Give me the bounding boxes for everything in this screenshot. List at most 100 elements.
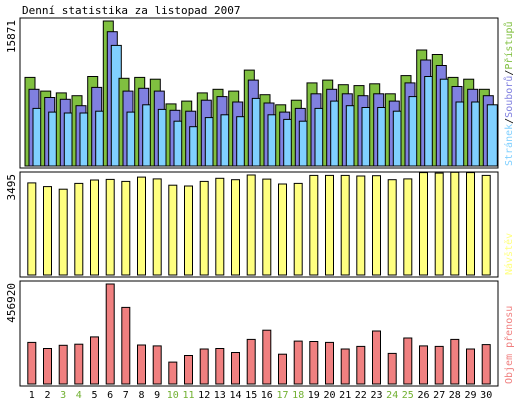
bar-Objem přenosu-day-28 — [450, 338, 460, 385]
bar-Návštěv-day-7 — [121, 180, 131, 276]
bar-Návštěv-day-25 — [403, 178, 413, 276]
bar-Návštěv-day-3 — [58, 188, 68, 276]
bar-Návštěv-day-9 — [152, 178, 162, 276]
bar-Návštěv-day-17 — [278, 183, 287, 276]
bar-Návštěv-day-16 — [262, 178, 272, 276]
panel-3: 456920 Objem přenosu — [5, 280, 515, 387]
bar-Objem přenosu-day-5 — [90, 336, 99, 385]
bar-Návštěv-day-12 — [199, 180, 209, 276]
bar-Návštěv-day-18 — [293, 182, 303, 276]
x-tick-label: 24 — [386, 390, 398, 401]
x-tick-label: 18 — [292, 390, 304, 401]
x-tick-label: 5 — [91, 390, 97, 401]
bar-Návštěv-day-28 — [450, 171, 460, 276]
bar-Objem přenosu-day-16 — [262, 329, 272, 385]
bar-Objem přenosu-day-11 — [184, 355, 193, 385]
series-label-Přístupů: Přístupů — [503, 21, 515, 69]
x-tick-label: 30 — [480, 390, 492, 401]
bar-Návštěv-day-27 — [434, 172, 444, 276]
x-tick-label: 1 — [29, 390, 35, 401]
x-tick-label: 8 — [138, 390, 144, 401]
x-tick-label: 21 — [339, 390, 351, 401]
panel-frame — [19, 171, 499, 278]
y-max-label: 456920 — [5, 283, 18, 323]
x-tick-label: 22 — [355, 390, 367, 401]
x-tick-label: 20 — [323, 390, 335, 401]
bar-Objem přenosu-day-23 — [372, 330, 381, 385]
bar-Návštěv-day-5 — [90, 179, 99, 276]
x-tick-label: 4 — [76, 390, 82, 401]
x-tick-label: 27 — [433, 390, 445, 401]
y-series-label: Objem přenosu — [503, 306, 515, 384]
bar-Objem přenosu-day-30 — [481, 344, 491, 385]
bar-Objem přenosu-day-27 — [434, 345, 444, 385]
bar-Návštěv-day-22 — [356, 175, 366, 276]
bar-Návštěv-day-23 — [372, 175, 381, 276]
x-tick-label: 14 — [229, 390, 241, 401]
bar-Objem přenosu-day-21 — [340, 348, 350, 385]
label-separator: / — [504, 70, 515, 76]
bar-Objem přenosu-day-19 — [309, 341, 319, 385]
panel-frame — [19, 280, 499, 387]
x-tick-label: 10 — [167, 390, 179, 401]
bar-Objem přenosu-day-22 — [356, 345, 366, 385]
bar-Objem přenosu-day-15 — [246, 338, 256, 385]
bar-Objem přenosu-day-2 — [43, 348, 52, 385]
bar-Stránek-day-30 — [486, 104, 498, 167]
bar-Objem přenosu-day-12 — [199, 348, 209, 385]
series-label-Souborů: Souborů — [503, 76, 515, 118]
y-max-label: 15871 — [5, 20, 18, 53]
bar-Objem přenosu-day-25 — [403, 337, 413, 385]
bar-Návštěv-day-26 — [419, 172, 428, 276]
x-tick-label: 17 — [276, 390, 288, 401]
bar-Objem přenosu-day-8 — [137, 344, 146, 385]
bar-Návštěv-day-6 — [105, 178, 115, 276]
bar-Návštěv-day-30 — [481, 174, 491, 276]
x-tick-label: 16 — [261, 390, 273, 401]
x-tick-label: 11 — [182, 390, 194, 401]
bar-Návštěv-day-2 — [43, 186, 52, 276]
y-series-label: Stránek/Souborů/Přístupů — [503, 21, 515, 166]
x-tick-label: 25 — [402, 390, 414, 401]
bar-Objem přenosu-day-7 — [121, 306, 131, 385]
x-tick-label: 19 — [308, 390, 320, 401]
chart-panels: 15871Stránek/Souborů/Přístupů3495Návštěv… — [5, 17, 515, 387]
bar-Objem přenosu-day-20 — [325, 341, 334, 385]
bar-Objem přenosu-day-17 — [278, 353, 287, 385]
bar-Návštěv-day-19 — [309, 174, 319, 276]
x-tick-label: 9 — [154, 390, 160, 401]
bar-Návštěv-day-24 — [387, 179, 397, 276]
panel-2: 3495 Návštěv — [5, 171, 515, 278]
x-tick-label: 6 — [107, 390, 113, 401]
bar-Objem přenosu-day-24 — [387, 352, 397, 385]
x-tick-label: 26 — [417, 390, 429, 401]
bar-Objem přenosu-day-18 — [293, 340, 303, 385]
series-label-Stránek: Stránek — [503, 124, 515, 166]
x-tick-label: 12 — [198, 390, 210, 401]
bar-Návštěv-day-10 — [168, 184, 178, 276]
bar-Návštěv-day-15 — [246, 174, 256, 276]
bar-Návštěv-day-4 — [74, 182, 84, 276]
bar-Objem přenosu-day-3 — [58, 344, 68, 385]
bar-Návštěv-day-21 — [340, 174, 350, 276]
x-tick-label: 29 — [464, 390, 476, 401]
bar-Návštěv-day-20 — [325, 174, 334, 276]
bar-Objem přenosu-day-14 — [231, 352, 240, 385]
bar-Objem přenosu-day-26 — [419, 345, 428, 385]
y-max-label: 3495 — [5, 174, 18, 201]
x-tick-label: 13 — [214, 390, 226, 401]
bar-Objem přenosu-day-9 — [152, 345, 162, 385]
x-tick-label: 15 — [245, 390, 257, 401]
bar-Objem přenosu-day-10 — [168, 361, 178, 385]
bar-Objem přenosu-day-29 — [466, 348, 475, 385]
y-series-label: Návštěv — [503, 233, 515, 275]
bar-Objem přenosu-day-6 — [105, 283, 115, 385]
bar-Návštěv-day-11 — [184, 185, 193, 276]
bar-Návštěv-day-13 — [215, 177, 225, 276]
x-tick-label: 2 — [44, 390, 50, 401]
chart-title: Denní statistika za listopad 2007 — [22, 4, 241, 17]
x-tick-label: 28 — [449, 390, 461, 401]
label-separator: / — [504, 118, 515, 124]
